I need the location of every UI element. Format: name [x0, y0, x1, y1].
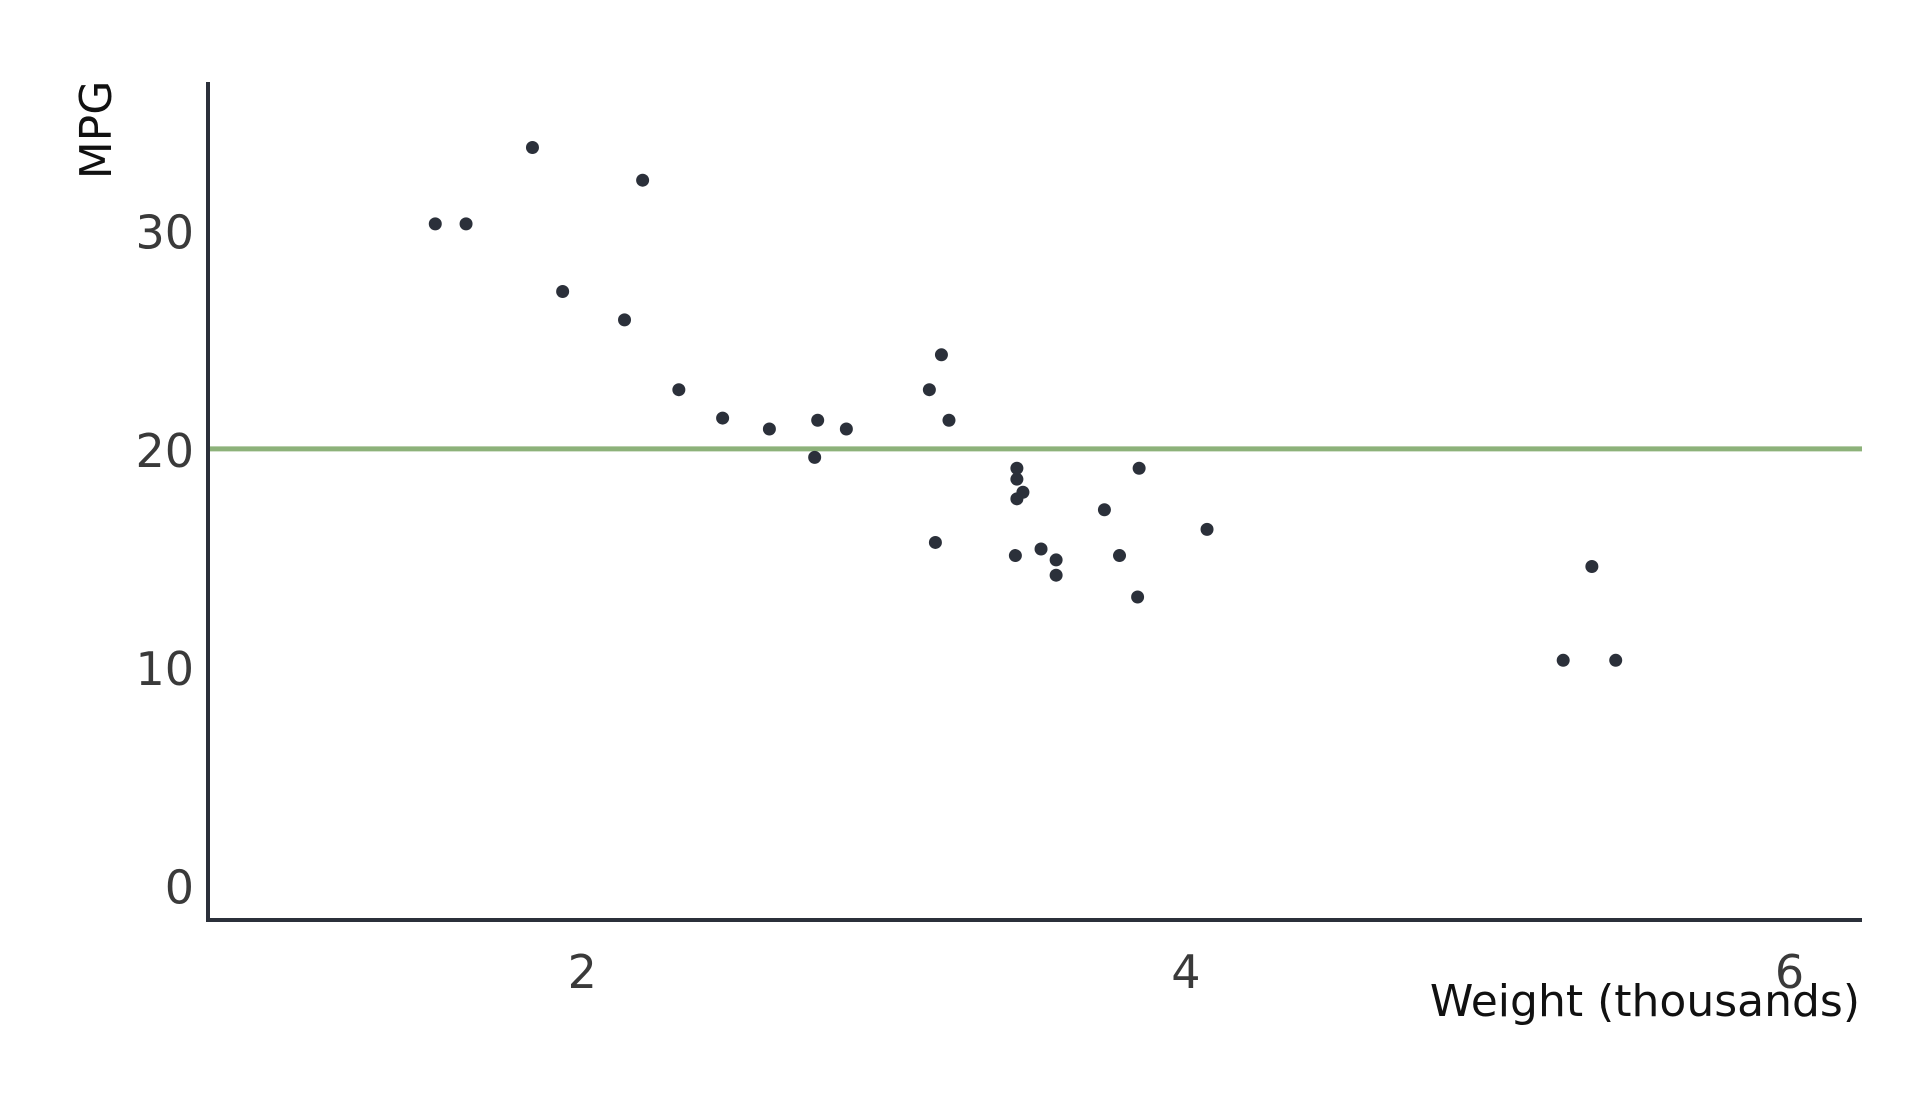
data-point	[1200, 522, 1214, 536]
data-point	[934, 348, 948, 362]
y-tick-label: 10	[135, 642, 194, 696]
data-point	[1049, 568, 1063, 582]
y-tick-label: 20	[135, 424, 194, 478]
data-point	[808, 450, 822, 464]
data-point	[1113, 549, 1127, 563]
data-point	[1097, 503, 1111, 517]
data-point	[922, 383, 936, 397]
data-point	[1010, 461, 1024, 475]
data-point	[1034, 542, 1048, 556]
data-point	[1556, 653, 1570, 667]
data-point	[1585, 559, 1599, 573]
x-tick-label: 4	[1171, 945, 1200, 999]
data-point	[942, 413, 956, 427]
data-point	[1609, 653, 1623, 667]
x-axis-title: Weight (thousands)	[1430, 976, 1860, 1027]
data-point	[459, 217, 473, 231]
data-point	[1131, 590, 1145, 604]
data-point	[672, 383, 686, 397]
data-point	[716, 411, 730, 425]
data-point	[1049, 553, 1063, 567]
data-point	[525, 140, 539, 154]
data-point	[811, 413, 825, 427]
data-point	[636, 173, 650, 187]
data-point	[928, 535, 942, 549]
data-point	[1016, 485, 1030, 499]
x-tick-label: 6	[1775, 945, 1804, 999]
data-point	[556, 285, 570, 298]
data-point	[1008, 549, 1022, 563]
data-point	[428, 217, 442, 231]
data-point	[1010, 472, 1024, 486]
y-tick-label: 30	[135, 206, 194, 260]
x-tick-label: 2	[568, 945, 597, 999]
data-point	[618, 313, 632, 327]
data-point	[839, 422, 853, 436]
y-tick-label: 0	[165, 860, 194, 914]
y-axis-title: MPG	[71, 81, 122, 180]
data-point	[1132, 461, 1146, 475]
data-point	[762, 422, 776, 436]
